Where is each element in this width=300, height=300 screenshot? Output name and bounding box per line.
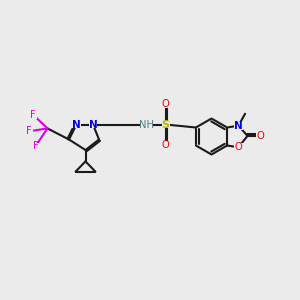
Text: S: S: [162, 119, 170, 130]
Text: NH: NH: [139, 119, 154, 130]
Bar: [161, 100, 170, 108]
Text: F: F: [33, 141, 38, 152]
Bar: [161, 121, 170, 128]
Bar: [256, 132, 264, 140]
Bar: [161, 141, 170, 148]
Bar: [89, 121, 97, 128]
Text: N: N: [72, 119, 81, 130]
Bar: [234, 143, 242, 151]
Text: N: N: [234, 121, 243, 131]
Bar: [234, 122, 242, 130]
Bar: [73, 121, 81, 128]
Bar: [29, 111, 37, 119]
Text: F: F: [30, 110, 36, 120]
Bar: [31, 142, 40, 150]
Text: O: O: [162, 99, 170, 110]
Text: O: O: [162, 140, 170, 150]
Text: N: N: [88, 119, 98, 130]
Bar: [25, 128, 32, 135]
Text: F: F: [26, 126, 31, 136]
Text: O: O: [256, 131, 264, 141]
Bar: [140, 121, 153, 128]
Text: O: O: [235, 142, 242, 152]
